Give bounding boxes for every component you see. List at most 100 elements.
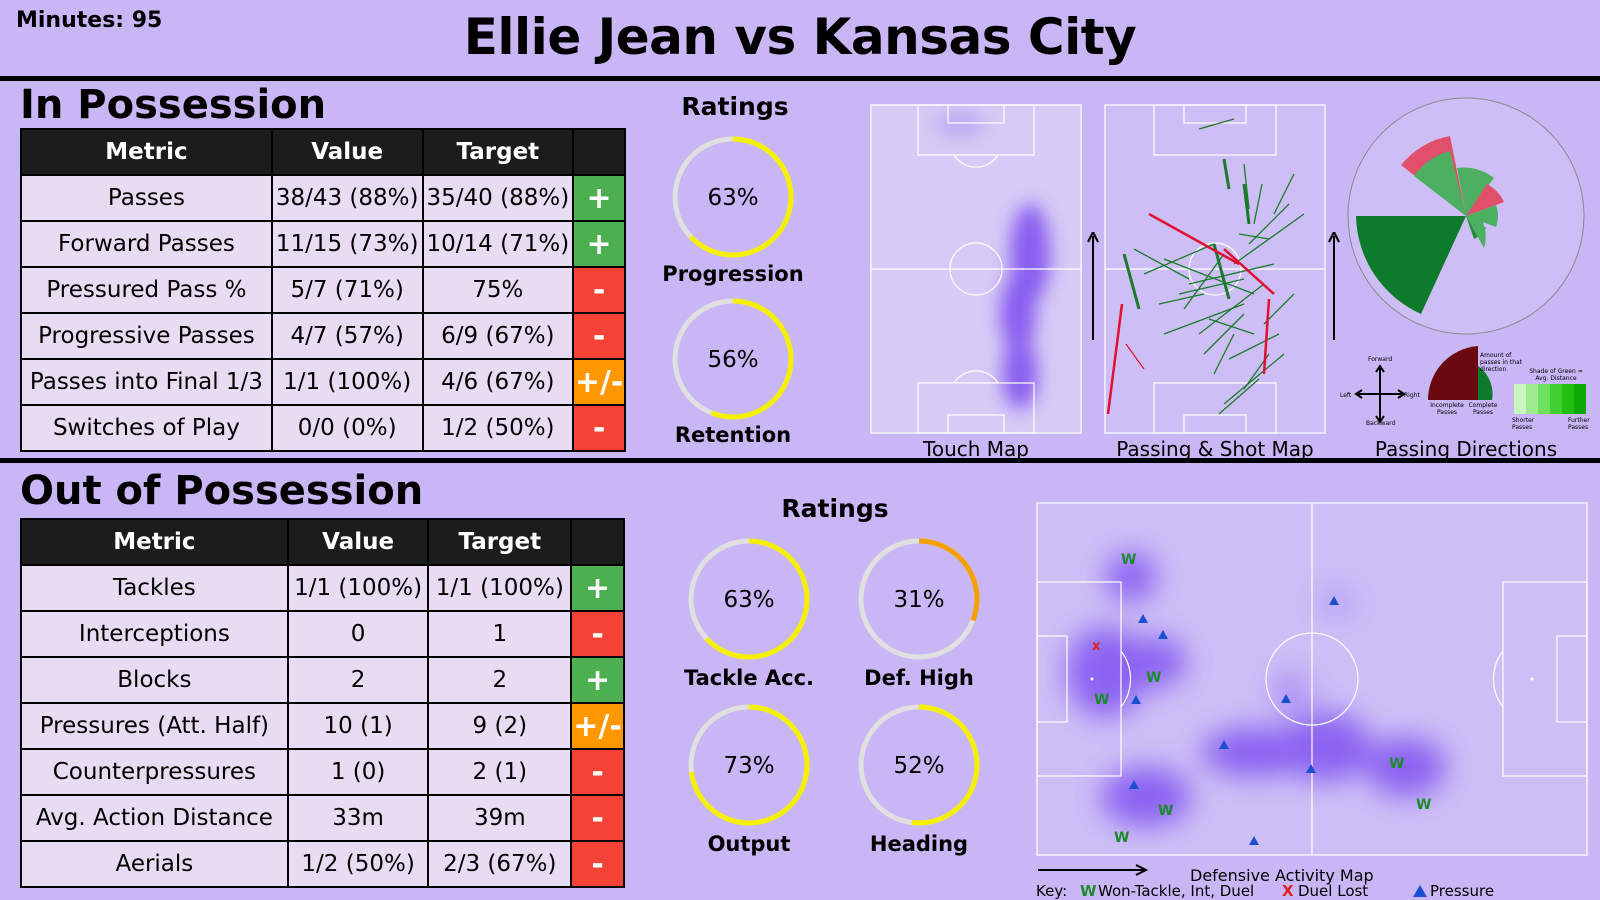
rating-ring-progress [858, 704, 980, 826]
target-cell: 2 (1) [427, 748, 573, 796]
target-cell: 1/1 (100%) [427, 564, 573, 612]
legend-shorter: Shorter Passes [1512, 417, 1535, 431]
page-title: Ellie Jean vs Kansas City [463, 8, 1137, 66]
value-cell: 2 [286, 656, 430, 704]
table-row: Forward Passes 11/15 (73%) 10/14 (71%) + [20, 220, 626, 268]
table-row: Pressured Pass % 5/7 (71%) 75% - [20, 266, 626, 314]
target-cell: 6/9 (67%) [421, 312, 575, 360]
rating-ring-progress [858, 538, 980, 660]
value-cell: 1/2 (50%) [286, 840, 430, 888]
in-possession-table: Metric Value Target Passes 38/43 (88%) 35/… [20, 128, 626, 452]
table-row: Avg. Action Distance 33m 39m - [20, 794, 625, 842]
rating-value: 31% [893, 587, 944, 613]
rating-ring-progress [672, 136, 794, 258]
target-cell: 10/14 (71%) [421, 220, 575, 268]
key-label: Key: [1036, 882, 1068, 900]
target-cell: 39m [427, 794, 573, 842]
col-indicator [570, 518, 625, 566]
rating-ring-progress [688, 538, 810, 660]
col-target: Target [421, 128, 575, 176]
header-divider [0, 76, 1600, 81]
rating-ring-heading: 52% [858, 704, 980, 826]
passing-shot-map-caption: Passing & Shot Map [1116, 437, 1314, 461]
defensive-activity-map: W W W W W W W x [1036, 502, 1588, 856]
indicator-cell: - [570, 794, 625, 842]
svg-text:W: W [1094, 692, 1109, 708]
metric-cell: Forward Passes [20, 220, 273, 268]
rating-ring-retention: 56% [672, 298, 794, 420]
rating-ring-progress [688, 704, 810, 826]
value-cell: 0 [286, 610, 430, 658]
key-pressure: Pressure [1430, 882, 1495, 900]
metric-cell: Counterpressures [20, 748, 289, 796]
indicator-cell: - [572, 404, 626, 452]
col-metric: Metric [20, 128, 273, 176]
table-row: Passes 38/43 (88%) 35/40 (88%) + [20, 174, 626, 222]
metric-cell: Blocks [20, 656, 289, 704]
metric-cell: Progressive Passes [20, 312, 273, 360]
indicator-cell: +/- [572, 358, 626, 406]
rating-value: 63% [723, 587, 774, 613]
direction-legend-icon [1354, 364, 1406, 424]
shade-legend-scale [1514, 384, 1586, 414]
col-indicator [572, 128, 626, 176]
passing-shot-map [1104, 104, 1326, 434]
target-cell: 2/3 (67%) [427, 840, 573, 888]
indicator-cell: - [572, 312, 626, 360]
table-row: Progressive Passes 4/7 (57%) 6/9 (67%) - [20, 312, 626, 360]
in-possession-heading: In Possession [20, 82, 327, 128]
col-value: Value [270, 128, 424, 176]
rating-label-retention: Retention [674, 423, 792, 447]
value-cell: 11/15 (73%) [270, 220, 424, 268]
table-row: Blocks 2 2 + [20, 656, 625, 704]
rating-value: 73% [723, 753, 774, 779]
won-marker-icon: W [1080, 882, 1097, 900]
metric-cell: Tackles [20, 564, 289, 612]
key-won: Won-Tackle, Int, Duel [1098, 882, 1255, 900]
table-row: Passes into Final 1/3 1/1 (100%) 4/6 (67%)… [20, 358, 626, 406]
rating-ring-progress [672, 298, 794, 420]
legend-incomplete: Incomplete Passes [1430, 402, 1464, 416]
indicator-cell: - [570, 840, 625, 888]
col-metric: Metric [20, 518, 289, 566]
indicator-cell: - [570, 748, 625, 796]
target-cell: 1 [427, 610, 573, 658]
metric-cell: Aerials [20, 840, 289, 888]
svg-text:W: W [1158, 803, 1173, 819]
rating-label-progression: Progression [662, 262, 804, 286]
legend-backward: Backward [1366, 420, 1396, 427]
legend-complete: Complete Passes [1468, 402, 1498, 416]
table-row: Tackles 1/1 (100%) 1/1 (100%) + [20, 564, 625, 612]
legend-forward: Forward [1368, 356, 1393, 363]
indicator-cell: + [572, 220, 626, 268]
key-lost: Duel Lost [1298, 882, 1369, 900]
out-possession-table: Metric Value Target Tackles 1/1 (100%) 1/1… [20, 518, 625, 888]
legend-shade: Shade of Green = Avg. Distance [1529, 368, 1583, 382]
touch-map-caption: Touch Map [923, 437, 1029, 461]
value-cell: 4/7 (57%) [270, 312, 424, 360]
rating-label-tackle-acc: Tackle Acc. [683, 666, 815, 690]
target-cell: 4/6 (67%) [421, 358, 575, 406]
svg-text:W: W [1146, 670, 1161, 686]
rating-value: 52% [893, 753, 944, 779]
target-cell: 1/2 (50%) [421, 404, 575, 452]
indicator-cell: - [570, 610, 625, 658]
rating-label-def-high: Def. High [864, 666, 974, 690]
metric-cell: Interceptions [20, 610, 289, 658]
legend-left: Left [1340, 392, 1352, 399]
metric-cell: Pressures (Att. Half) [20, 702, 289, 750]
out-possession-heading: Out of Possession [20, 468, 424, 514]
rating-ring-tackle-acc: 63% [688, 538, 810, 660]
metric-cell: Passes [20, 174, 273, 222]
rating-ring-def-high: 31% [858, 538, 980, 660]
amount-legend-icon [1428, 346, 1493, 400]
svg-text:W: W [1121, 552, 1136, 568]
rating-ring-output: 73% [688, 704, 810, 826]
table-row: Pressures (Att. Half) 10 (1) 9 (2) +/- [20, 702, 625, 750]
indicator-cell: + [570, 564, 625, 612]
value-cell: 1/1 (100%) [286, 564, 430, 612]
legend-amount: Amount of passes in that direction [1480, 352, 1523, 373]
defensive-map-caption: Defensive Activity Map [1190, 866, 1374, 885]
target-cell: 9 (2) [427, 702, 573, 750]
indicator-cell: +/- [570, 702, 625, 750]
